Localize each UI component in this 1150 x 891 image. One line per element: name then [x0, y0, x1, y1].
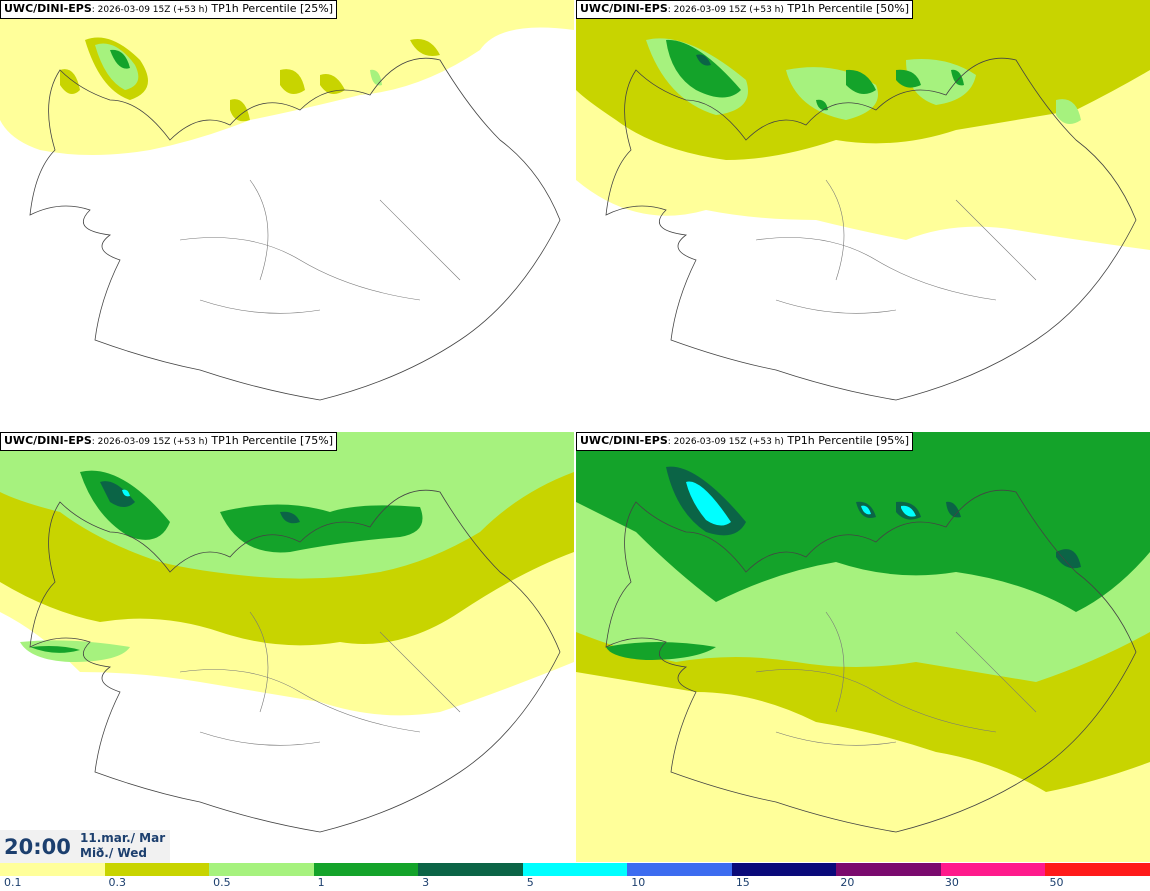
- colorbar-tick-label: 10: [631, 876, 646, 889]
- colorbar-tick-label: 20: [840, 876, 855, 889]
- precip-map-p75: [0, 432, 574, 862]
- coastline: [605, 489, 1137, 833]
- product-name: TP1h Percentile [75%]: [207, 434, 333, 447]
- valid-date-line2: Mið./ Wed: [80, 846, 147, 860]
- run-info: : 2026-03-09 15Z (+53 h): [667, 5, 784, 15]
- colorbar-tick-label: 0.3: [108, 876, 127, 889]
- colorbar-tick-label: 15: [735, 876, 750, 889]
- model-name: UWC/DINI-EPS: [4, 2, 92, 15]
- colorbar-tick-label: 50: [1049, 876, 1064, 889]
- product-name: TP1h Percentile [25%]: [207, 2, 333, 15]
- precip-field-dark-green: [666, 466, 1081, 569]
- coastline: [605, 57, 1137, 401]
- map-panel-p75: UWC/DINI-EPS: 2026-03-09 15Z (+53 h) TP1…: [0, 432, 574, 862]
- panel-title: UWC/DINI-EPS: 2026-03-09 15Z (+53 h) TP1…: [0, 432, 337, 451]
- valid-time-box: 20:00 11.mar./ Mar Mið./ Wed: [0, 830, 170, 863]
- model-name: UWC/DINI-EPS: [580, 2, 668, 15]
- precip-field-green: [576, 432, 1150, 660]
- colorbar-segment: [731, 863, 837, 876]
- precip-colorbar: [0, 863, 1150, 876]
- colorbar-tick-label: 30: [944, 876, 959, 889]
- precip-field-cyan: [686, 481, 916, 526]
- colorbar-tick-label: 1: [317, 876, 325, 889]
- valid-date-line1: 11.mar./ Mar: [80, 831, 166, 845]
- model-name: UWC/DINI-EPS: [4, 434, 92, 447]
- colorbar-segment: [104, 863, 210, 876]
- panel-title: UWC/DINI-EPS: 2026-03-09 15Z (+53 h) TP1…: [576, 0, 913, 19]
- colorbar-segment: [418, 863, 523, 876]
- precip-map-p50: [576, 0, 1150, 430]
- precip-map-p95: [576, 432, 1150, 862]
- run-info: : 2026-03-09 15Z (+53 h): [667, 437, 784, 447]
- colorbar-segment: [1045, 863, 1150, 876]
- model-name: UWC/DINI-EPS: [580, 434, 668, 447]
- valid-time: 20:00: [4, 835, 71, 859]
- map-panel-p25: UWC/DINI-EPS: 2026-03-09 15Z (+53 h) TP1…: [0, 0, 574, 430]
- roads: [179, 179, 461, 314]
- coastline: [29, 489, 561, 833]
- precip-map-p25: [0, 0, 574, 401]
- precip-field-green: [110, 49, 130, 69]
- roads: [179, 611, 461, 746]
- colorbar-segment: [313, 863, 419, 876]
- map-panel-p95: UWC/DINI-EPS: 2026-03-09 15Z (+53 h) TP1…: [576, 432, 1150, 862]
- colorbar-segment: [209, 863, 314, 876]
- colorbar-tick-label: 0.1: [4, 876, 22, 889]
- colorbar-tick-label: 3: [422, 876, 430, 889]
- run-info: : 2026-03-09 15Z (+53 h): [91, 437, 208, 447]
- product-name: TP1h Percentile [50%]: [783, 2, 909, 15]
- valid-date: 11.mar./ Mar Mið./ Wed: [80, 831, 165, 861]
- colorbar-tick-label: 0.5: [213, 876, 231, 889]
- precip-field-green: [666, 39, 964, 111]
- map-panel-p50: UWC/DINI-EPS: 2026-03-09 15Z (+53 h) TP1…: [576, 0, 1150, 430]
- precip-field-light-green: [95, 43, 382, 90]
- precip-field-cyan: [122, 489, 130, 497]
- product-name: TP1h Percentile [95%]: [783, 434, 909, 447]
- panel-title: UWC/DINI-EPS: 2026-03-09 15Z (+53 h) TP1…: [576, 432, 913, 451]
- precip-field-dark-green: [696, 54, 711, 66]
- roads: [755, 179, 1037, 314]
- colorbar-segment: [836, 863, 941, 876]
- panel-title: UWC/DINI-EPS: 2026-03-09 15Z (+53 h) TP1…: [0, 0, 337, 19]
- precip-field-green: [30, 470, 423, 653]
- coastline: [29, 57, 561, 401]
- roads: [755, 611, 1037, 746]
- run-info: : 2026-03-09 15Z (+53 h): [91, 5, 208, 15]
- colorbar-segment: [522, 863, 628, 876]
- colorbar-segment: [940, 863, 1046, 876]
- colorbar-segment: [627, 863, 732, 876]
- colorbar-tick-label: 5: [526, 876, 534, 889]
- colorbar-segment: [0, 863, 105, 876]
